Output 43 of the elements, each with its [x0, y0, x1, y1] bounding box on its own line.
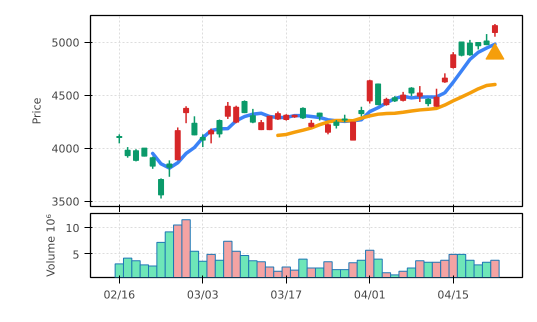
- candlestick: [166, 160, 172, 178]
- candlestick: [250, 108, 256, 124]
- candlestick: [132, 148, 139, 162]
- candlestick: [183, 105, 190, 124]
- candlestick: [416, 85, 423, 103]
- candlestick: [434, 88, 440, 108]
- x-tick-label: 02/16: [103, 288, 136, 302]
- x-tick-label: 04/01: [354, 288, 386, 302]
- y-tick-label: 10: [66, 222, 80, 236]
- y-tick-label: 5000: [52, 36, 80, 50]
- x-tick-label: 03/03: [186, 288, 219, 302]
- candlestick: [216, 118, 222, 138]
- candlestick: [233, 104, 240, 124]
- candlestick: [400, 91, 406, 102]
- candlestick: [158, 178, 164, 200]
- candlestick: [442, 72, 448, 84]
- candlestick: [300, 106, 306, 120]
- y-tick-label: 3500: [52, 196, 80, 209]
- candlestick: [208, 128, 214, 144]
- candlestick: [124, 146, 131, 158]
- candlestick: [350, 122, 356, 141]
- candlestick: [324, 122, 331, 136]
- candlestick: [466, 39, 473, 57]
- x-tick-label: 04/15: [437, 288, 470, 302]
- candlestick: [366, 78, 373, 104]
- y-tick-label: 4000: [52, 142, 80, 156]
- line-series: [276, 82, 497, 138]
- candlestick: [116, 134, 122, 144]
- candlestick: [358, 106, 364, 118]
- candlestick: [224, 101, 231, 120]
- x-tick-label: 03/17: [270, 288, 302, 302]
- y-tick-label: 4500: [52, 90, 80, 103]
- candlestick: [492, 23, 498, 38]
- candlestick: [408, 86, 414, 97]
- candlestick: [191, 116, 198, 136]
- y-tick-label: 5: [72, 248, 80, 262]
- candlestick: [150, 156, 156, 170]
- candlestick: [242, 100, 248, 114]
- y-axis-title: Volume 10⁶: [44, 214, 58, 277]
- candlestick: [450, 51, 456, 70]
- candlestick: [200, 134, 206, 148]
- y-axis-title: Price: [30, 97, 44, 124]
- candlestick: [458, 40, 465, 58]
